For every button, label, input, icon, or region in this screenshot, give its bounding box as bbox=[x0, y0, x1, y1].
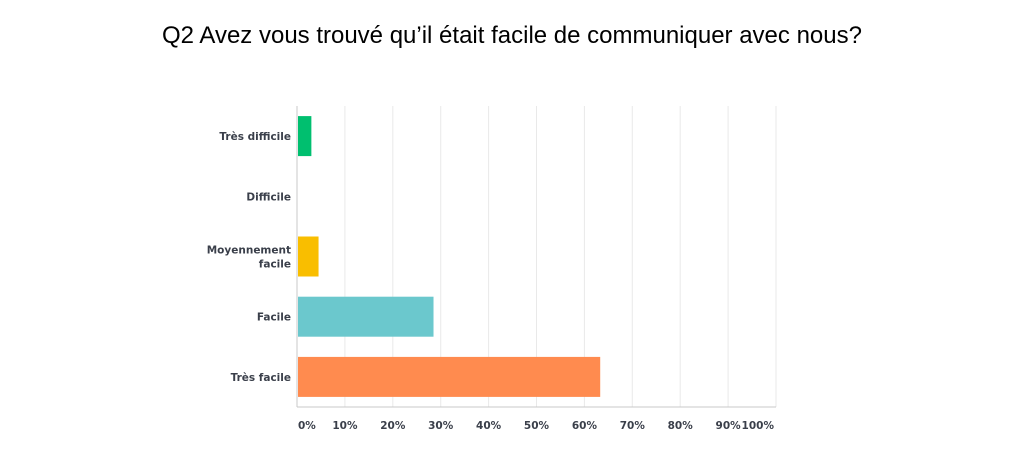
bar[interactable] bbox=[298, 116, 312, 157]
tick-label: 30% bbox=[428, 420, 454, 432]
category-label: Très difficile bbox=[219, 131, 291, 143]
tick-label: 10% bbox=[332, 420, 358, 432]
chart-title: Q2 Avez vous trouvé qu’il était facile d… bbox=[162, 22, 862, 49]
tick-label: 0% bbox=[298, 420, 316, 432]
category-label: facile bbox=[259, 259, 291, 271]
tick-label: 20% bbox=[380, 420, 406, 432]
axes bbox=[296, 106, 776, 408]
bar[interactable] bbox=[298, 236, 319, 277]
category-label: Très facile bbox=[231, 372, 291, 384]
tick-label: 90% bbox=[716, 420, 742, 432]
category-label: Facile bbox=[257, 312, 291, 324]
tick-label: 100% bbox=[742, 420, 775, 432]
tick-label: 50% bbox=[524, 420, 550, 432]
tick-label: 40% bbox=[476, 420, 502, 432]
tick-labels: 0% 10% 20% 30% 40% 50% 60% 70% 80% 90% 100% bbox=[298, 420, 774, 432]
bar[interactable] bbox=[298, 356, 601, 397]
gridlines bbox=[344, 106, 777, 407]
tick-label: 80% bbox=[668, 420, 694, 432]
category-labels: Très difficile Difficile Moyennement facile… bbox=[207, 131, 291, 384]
bar[interactable] bbox=[298, 296, 434, 337]
tick-label: 70% bbox=[620, 420, 646, 432]
tick-label: 60% bbox=[572, 420, 598, 432]
category-label: Difficile bbox=[246, 191, 291, 203]
category-label: Moyennement bbox=[207, 245, 291, 257]
bars bbox=[298, 116, 601, 397]
